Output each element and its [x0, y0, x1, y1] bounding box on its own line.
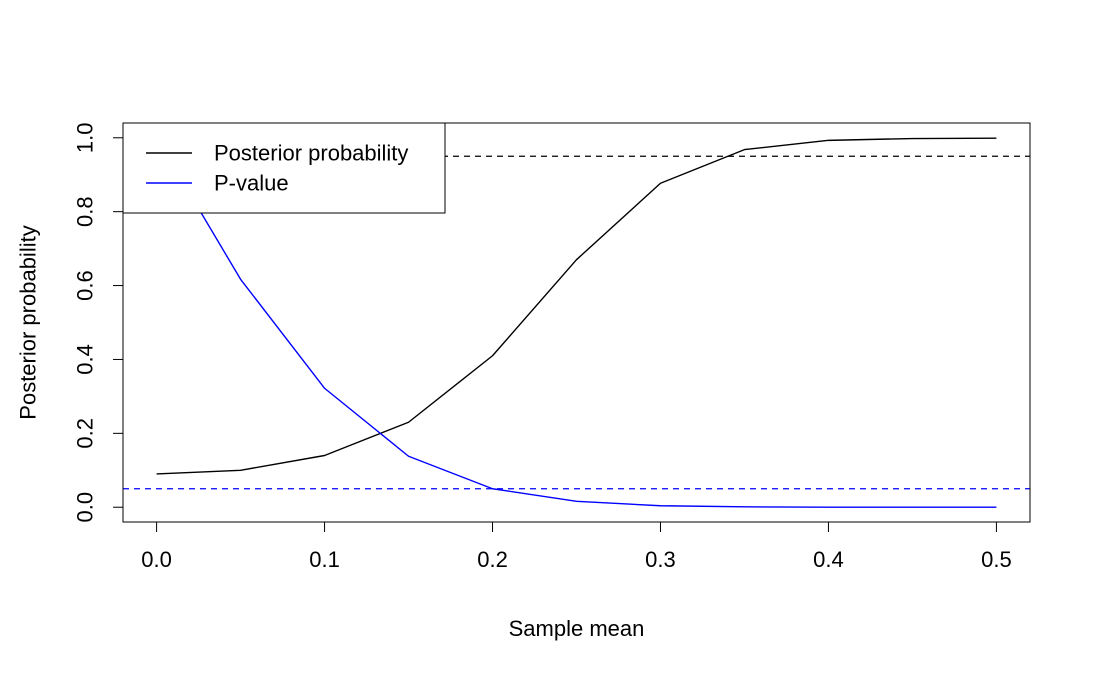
legend-label: Posterior probability — [214, 141, 408, 166]
series-lines — [155, 137, 997, 508]
x-tick-label: 0.0 — [141, 547, 172, 572]
legend-label: P-value — [214, 171, 289, 196]
y-axis: 0.0 0.2 0.4 0.6 0.8 1.0 — [73, 122, 123, 523]
legend: Posterior probability P-value — [122, 122, 446, 214]
x-tick-label: 0.4 — [813, 547, 844, 572]
y-tick-label: 0.2 — [73, 418, 98, 449]
x-tick-label: 0.1 — [309, 547, 340, 572]
y-tick-label: 0.6 — [73, 270, 98, 301]
x-tick-label: 0.3 — [645, 547, 676, 572]
y-tick-label: 0.8 — [73, 196, 98, 227]
x-tick-label: 0.5 — [981, 547, 1012, 572]
legend-box — [122, 122, 446, 214]
x-axis: 0.0 0.1 0.2 0.3 0.4 0.5 — [141, 521, 1012, 572]
y-tick-label: 1.0 — [73, 122, 98, 153]
x-tick-label: 0.2 — [477, 547, 508, 572]
y-tick-label: 0.4 — [73, 344, 98, 375]
reference-lines — [123, 155, 1030, 490]
y-tick-label: 0.0 — [73, 492, 98, 523]
y-axis-label: Posterior probability — [16, 225, 41, 419]
x-axis-label: Sample mean — [509, 616, 645, 641]
